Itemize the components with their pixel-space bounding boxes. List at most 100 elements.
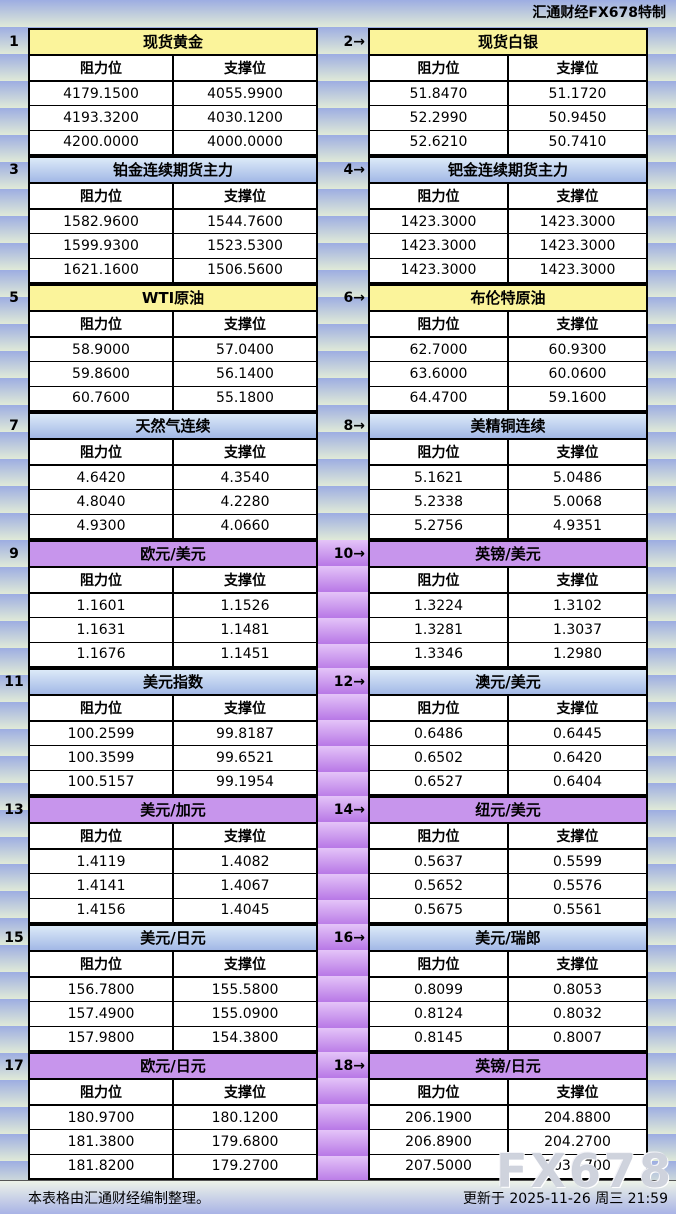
support-column-header: 支撑位 <box>556 317 599 333</box>
data-row: 60.7600 55.1800 <box>30 386 316 410</box>
data-row: 0.5652 0.5576 <box>370 874 646 899</box>
mid-index-gutter: 8→ <box>318 412 368 540</box>
section-number: 3 <box>9 162 19 178</box>
footer-updated-timestamp: 更新于 2025-11-26 周三 21:59 <box>462 1190 668 1207</box>
support-value: 0.6420 <box>553 749 602 766</box>
panel-title: 铂金连续期货主力 <box>30 158 316 184</box>
support-value: 155.0900 <box>211 1005 279 1022</box>
data-row: 206.8900 204.2700 <box>370 1130 646 1155</box>
support-column-header: 支撑位 <box>556 1085 599 1101</box>
section-number: 5 <box>9 290 19 306</box>
right-margin <box>648 156 676 284</box>
support-value: 1.4082 <box>220 853 270 870</box>
section-number-arrow: 14→ <box>333 802 365 818</box>
resistance-value: 4.8040 <box>30 490 174 514</box>
support-value: 1.3102 <box>553 597 602 614</box>
right-margin <box>648 924 676 1052</box>
data-row: 1582.9600 1544.7600 <box>30 210 316 235</box>
data-row: 206.1900 204.8800 <box>370 1106 646 1131</box>
resistance-value: 5.2338 <box>370 490 509 514</box>
resistance-value: 100.5157 <box>30 770 174 794</box>
data-row: 52.2990 50.9450 <box>370 106 646 131</box>
support-value: 4055.9900 <box>207 85 283 102</box>
resistance-value: 156.7800 <box>30 978 174 1002</box>
data-row: 4.9300 4.0660 <box>30 514 316 538</box>
data-row: 1423.3000 1423.3000 <box>370 258 646 282</box>
top-strip: 汇通财经FX678特制 <box>0 0 676 28</box>
support-value: 0.8032 <box>553 1005 602 1022</box>
support-value: 99.6521 <box>216 749 274 766</box>
support-column-header: 支撑位 <box>556 701 599 717</box>
support-value: 204.8800 <box>544 1109 611 1126</box>
data-row: 1423.3000 1423.3000 <box>370 234 646 259</box>
panel-title: 英镑/美元 <box>370 542 646 568</box>
left-index-gutter: 11 <box>0 668 28 796</box>
instrument-panel: 布伦特原油 阻力位 支撑位 62.7000 60.9300 63.6000 60.0600 6… <box>368 284 648 412</box>
resistance-column-header: 阻力位 <box>370 824 509 848</box>
resistance-column-header: 阻力位 <box>30 56 174 80</box>
resistance-value: 100.2599 <box>30 722 174 746</box>
data-row: 181.3800 179.6800 <box>30 1130 316 1155</box>
resistance-value: 1423.3000 <box>370 210 509 234</box>
resistance-value: 58.9000 <box>30 338 174 362</box>
support-value: 5.0068 <box>553 493 602 510</box>
right-margin <box>648 540 676 668</box>
support-value: 4.0660 <box>220 518 270 535</box>
support-value: 1.1451 <box>220 646 270 663</box>
support-value: 1.4045 <box>220 902 270 919</box>
data-row: 157.9800 154.3800 <box>30 1026 316 1050</box>
support-column-header: 支撑位 <box>224 957 266 973</box>
resistance-value: 157.9800 <box>30 1026 174 1050</box>
instrument-panel: 铂金连续期货主力 阻力位 支撑位 1582.9600 1544.7600 1599.930… <box>28 156 318 284</box>
resistance-value: 100.3599 <box>30 746 174 770</box>
support-value: 180.1200 <box>211 1109 279 1126</box>
resistance-column-header: 阻力位 <box>370 952 509 976</box>
support-value: 60.9300 <box>548 341 607 358</box>
resistance-value: 4179.1500 <box>30 82 174 106</box>
support-column-header: 支撑位 <box>556 829 599 845</box>
data-row: 1.4141 1.4067 <box>30 874 316 899</box>
resistance-value: 5.2756 <box>370 514 509 538</box>
mid-index-gutter: 4→ <box>318 156 368 284</box>
section-row: 3 铂金连续期货主力 阻力位 支撑位 1582.9600 1544.7600 1599.93… <box>0 156 676 284</box>
data-row: 1.3224 1.3102 <box>370 594 646 619</box>
resistance-column-header: 阻力位 <box>30 952 174 976</box>
support-value: 179.2700 <box>211 1158 279 1175</box>
data-row: 1.3346 1.2980 <box>370 642 646 666</box>
support-value: 4.9351 <box>553 518 602 535</box>
support-column-header: 支撑位 <box>556 573 599 589</box>
support-value: 1.3037 <box>553 621 602 638</box>
section-row: 7 天然气连续 阻力位 支撑位 4.6420 4.3540 4.8040 4.2280 4.93… <box>0 412 676 540</box>
instrument-panel: WTI原油 阻力位 支撑位 58.9000 57.0400 59.8600 56.1400 6… <box>28 284 318 412</box>
resistance-value: 0.5637 <box>370 850 509 874</box>
resistance-value: 181.8200 <box>30 1154 174 1178</box>
resistance-column-header: 阻力位 <box>370 696 509 720</box>
support-value: 56.1400 <box>216 365 274 382</box>
support-column-header: 支撑位 <box>556 189 599 205</box>
left-index-gutter: 7 <box>0 412 28 540</box>
resistance-value: 1.4119 <box>30 850 174 874</box>
panel-header-row: 阻力位 支撑位 <box>30 440 316 466</box>
panel-title: 现货白银 <box>370 30 646 56</box>
support-value: 0.8007 <box>553 1030 602 1047</box>
panel-title: 欧元/日元 <box>30 1054 316 1080</box>
support-column-header: 支撑位 <box>224 701 266 717</box>
right-margin <box>648 796 676 924</box>
data-row: 100.3599 99.6521 <box>30 746 316 771</box>
resistance-column-header: 阻力位 <box>30 440 174 464</box>
data-row: 1423.3000 1423.3000 <box>370 210 646 235</box>
resistance-value: 1.3281 <box>370 618 509 642</box>
panel-header-row: 阻力位 支撑位 <box>30 1080 316 1106</box>
data-row: 0.6527 0.6404 <box>370 770 646 794</box>
resistance-value: 4.9300 <box>30 514 174 538</box>
panel-title: 美元指数 <box>30 670 316 696</box>
data-row: 4.8040 4.2280 <box>30 490 316 515</box>
panel-header-row: 阻力位 支撑位 <box>370 696 646 722</box>
left-index-gutter: 15 <box>0 924 28 1052</box>
resistance-column-header: 阻力位 <box>30 184 174 208</box>
panel-header-row: 阻力位 支撑位 <box>30 696 316 722</box>
section-number: 9 <box>9 546 19 562</box>
support-value: 1423.3000 <box>539 262 616 279</box>
resistance-column-header: 阻力位 <box>370 56 509 80</box>
support-value: 50.7410 <box>548 134 607 151</box>
